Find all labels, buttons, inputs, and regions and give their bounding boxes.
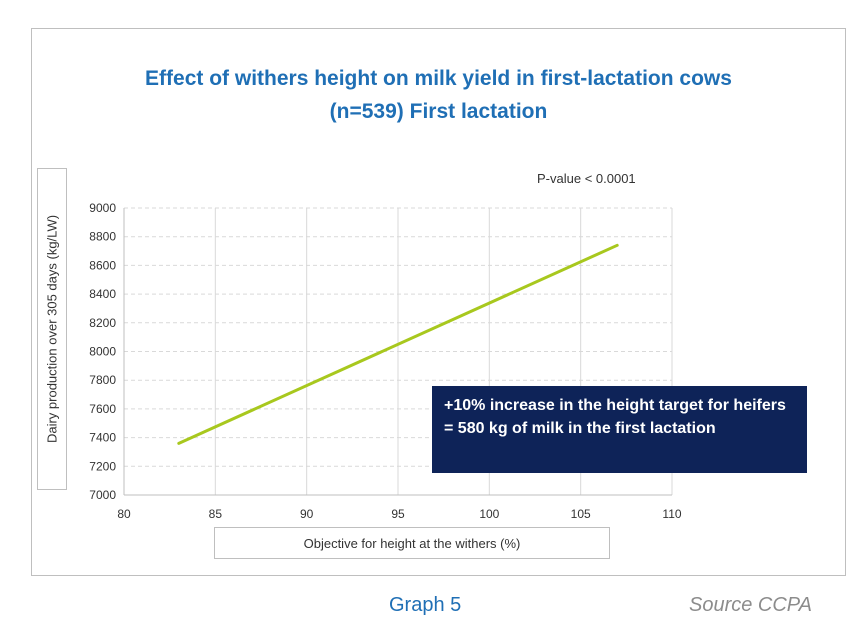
x-tick-label: 85 — [209, 507, 223, 521]
chart-frame — [31, 28, 846, 576]
callout-box: +10% increase in the height target for h… — [432, 386, 807, 473]
x-tick-label: 95 — [391, 507, 405, 521]
chart-title: Effect of withers height on milk yield i… — [31, 62, 846, 128]
y-tick-label: 8400 — [89, 287, 116, 301]
x-tick-label: 100 — [479, 507, 499, 521]
x-tick-label: 80 — [117, 507, 131, 521]
y-tick-label: 8200 — [89, 316, 116, 330]
chart-title-line2: (n=539) First lactation — [329, 100, 548, 123]
y-tick-label: 8000 — [89, 345, 116, 359]
p-value-annotation: P-value < 0.0001 — [537, 171, 636, 186]
y-tick-label: 7600 — [89, 402, 116, 416]
x-axis-label: Objective for height at the withers (%) — [303, 535, 521, 551]
y-tick-label: 7400 — [89, 431, 116, 445]
x-tick-label: 90 — [300, 507, 314, 521]
y-axis-label-box — [37, 168, 67, 490]
chart-title-line1: Effect of withers height on milk yield i… — [145, 67, 732, 90]
y-tick-label: 7800 — [89, 373, 116, 387]
graph-caption: Graph 5 — [389, 594, 462, 616]
y-tick-label: 7200 — [89, 459, 116, 473]
x-tick-label: 105 — [571, 507, 591, 521]
y-tick-label: 8800 — [89, 230, 116, 244]
callout-text: +10% increase in the height target for h… — [444, 397, 786, 437]
x-tick-label: 110 — [662, 507, 681, 521]
x-axis-label-box: Objective for height at the withers (%) — [214, 527, 610, 559]
y-tick-label: 7000 — [89, 488, 116, 502]
y-tick-label: 9000 — [89, 201, 116, 215]
y-tick-label: 8600 — [89, 258, 116, 272]
trend-line — [177, 243, 619, 445]
source-caption: Source CCPA — [688, 594, 812, 616]
